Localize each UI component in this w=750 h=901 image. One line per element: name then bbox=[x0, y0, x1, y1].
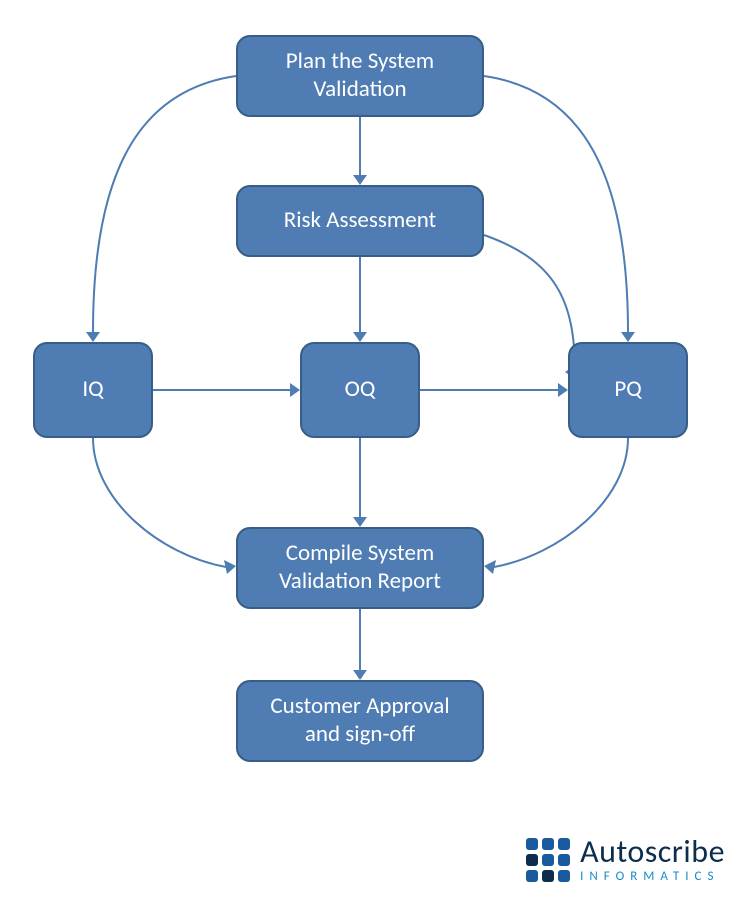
node-report: Compile SystemValidation Report bbox=[236, 527, 484, 609]
node-label: Plan the SystemValidation bbox=[286, 48, 434, 103]
logo-sub-text: INFORMATICS bbox=[580, 870, 725, 883]
logo-text: Autoscribe INFORMATICS bbox=[580, 836, 725, 883]
flowchart-edges bbox=[0, 0, 750, 901]
node-pq: PQ bbox=[568, 342, 688, 438]
logo-main-text: Autoscribe bbox=[580, 836, 725, 868]
node-label: Risk Assessment bbox=[284, 207, 437, 235]
node-label: PQ bbox=[614, 376, 641, 404]
brand-logo: Autoscribe INFORMATICS bbox=[526, 836, 725, 883]
node-oq: OQ bbox=[300, 342, 420, 438]
node-label: OQ bbox=[345, 376, 376, 404]
node-iq: IQ bbox=[33, 342, 153, 438]
node-plan: Plan the SystemValidation bbox=[236, 35, 484, 117]
node-label: Compile SystemValidation Report bbox=[279, 540, 441, 595]
node-label: Customer Approvaland sign-off bbox=[270, 693, 449, 748]
node-label: IQ bbox=[82, 376, 103, 404]
flowchart-canvas: Plan the SystemValidation Risk Assessmen… bbox=[0, 0, 750, 901]
logo-icon bbox=[526, 838, 570, 882]
node-risk: Risk Assessment bbox=[236, 185, 484, 257]
node-signoff: Customer Approvaland sign-off bbox=[236, 680, 484, 762]
